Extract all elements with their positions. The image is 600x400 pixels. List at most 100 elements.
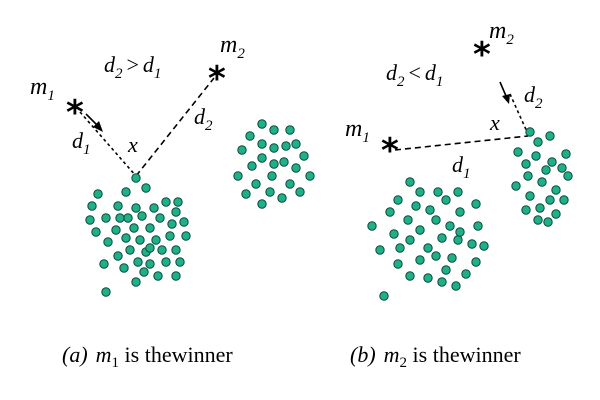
panel-a-d2-line (135, 77, 215, 177)
data-point (455, 207, 465, 217)
data-point (139, 267, 149, 277)
data-point (171, 271, 181, 281)
panel-b-d1-label: d1 (452, 152, 471, 182)
panel-b-x-label: x (489, 110, 500, 135)
data-point (461, 269, 471, 279)
data-point (131, 277, 141, 287)
data-point (563, 171, 573, 181)
data-point (375, 245, 385, 255)
data-point (291, 139, 301, 149)
data-point (367, 221, 377, 231)
data-point (525, 127, 535, 137)
data-point (551, 209, 561, 219)
panel-a-arrowhead (93, 121, 103, 132)
panel-b-d2-label: d2 (524, 82, 543, 112)
data-point (535, 203, 545, 213)
data-point (447, 253, 457, 263)
panel-a-m2-marker: * (208, 59, 226, 99)
data-point (131, 173, 141, 183)
data-point (479, 241, 489, 251)
data-point (135, 235, 145, 245)
data-point (455, 227, 465, 237)
panel-a-m2-label: m2 (220, 32, 245, 62)
data-point (299, 151, 309, 161)
data-point (93, 189, 103, 199)
data-point (111, 225, 121, 235)
data-point (433, 187, 443, 197)
data-point (241, 189, 251, 199)
data-point (151, 235, 161, 245)
data-point (153, 271, 163, 281)
data-point (277, 193, 287, 203)
data-point (405, 271, 415, 281)
data-point (547, 157, 557, 167)
data-point (453, 235, 463, 245)
data-point (155, 213, 165, 223)
data-point (121, 187, 131, 197)
data-point (257, 153, 267, 163)
data-point (415, 187, 425, 197)
data-point (245, 131, 255, 141)
panel-a: * * m1 m2 d2 > d1 d1 d2 x (30, 32, 315, 297)
panel-b-m1-marker: * (381, 131, 399, 171)
data-point (115, 213, 125, 223)
data-point (511, 181, 521, 191)
data-point (99, 259, 109, 269)
data-point (473, 221, 483, 231)
data-point (441, 265, 451, 275)
data-point (385, 207, 395, 217)
caption-b: (b) m2 is thewinner (350, 342, 521, 371)
data-point (285, 179, 295, 189)
data-point (145, 223, 155, 233)
data-point (441, 195, 451, 205)
data-point (543, 217, 553, 227)
data-point (267, 171, 277, 181)
data-point (305, 171, 315, 181)
data-point (171, 245, 181, 255)
panel-a-cluster-2 (233, 119, 315, 209)
panel-a-condition: d2 > d1 (104, 52, 161, 82)
data-point (453, 187, 463, 197)
data-point (425, 205, 435, 215)
data-point (295, 187, 305, 197)
panel-b: * * m1 m2 d2 < d1 d1 d2 x (345, 18, 573, 301)
data-point (145, 259, 155, 269)
data-point (165, 231, 175, 241)
panel-b-condition: d2 < d1 (386, 60, 443, 90)
data-point (119, 263, 129, 273)
panel-b-m2-label: m2 (489, 18, 514, 48)
data-point (405, 235, 415, 245)
data-point (395, 243, 405, 253)
panel-a-d1-line (79, 111, 137, 177)
data-point (129, 223, 139, 233)
data-point (123, 213, 133, 223)
data-point (513, 147, 523, 157)
data-point (181, 231, 191, 241)
data-point (173, 197, 183, 207)
data-point (101, 213, 111, 223)
data-point (437, 277, 447, 287)
panel-a-d2-label: d2 (194, 104, 213, 134)
panel-b-m1-label: m1 (345, 116, 370, 146)
data-point (379, 291, 389, 301)
data-point (279, 157, 289, 167)
data-point (471, 199, 481, 209)
data-point (521, 159, 531, 169)
data-point (521, 205, 531, 215)
data-point (281, 141, 291, 151)
data-point (257, 199, 267, 209)
panel-b-m2-marker: * (473, 35, 491, 75)
data-point (133, 257, 143, 267)
data-point (113, 201, 123, 211)
data-point (545, 195, 555, 205)
data-point (285, 125, 295, 135)
data-point (179, 217, 189, 227)
data-point (113, 251, 123, 261)
data-point (175, 257, 185, 267)
data-point (437, 233, 447, 243)
data-point (557, 163, 567, 173)
data-point (431, 215, 441, 225)
panel-b-cluster-1 (367, 177, 489, 301)
data-point (471, 257, 481, 267)
data-point (551, 185, 561, 195)
